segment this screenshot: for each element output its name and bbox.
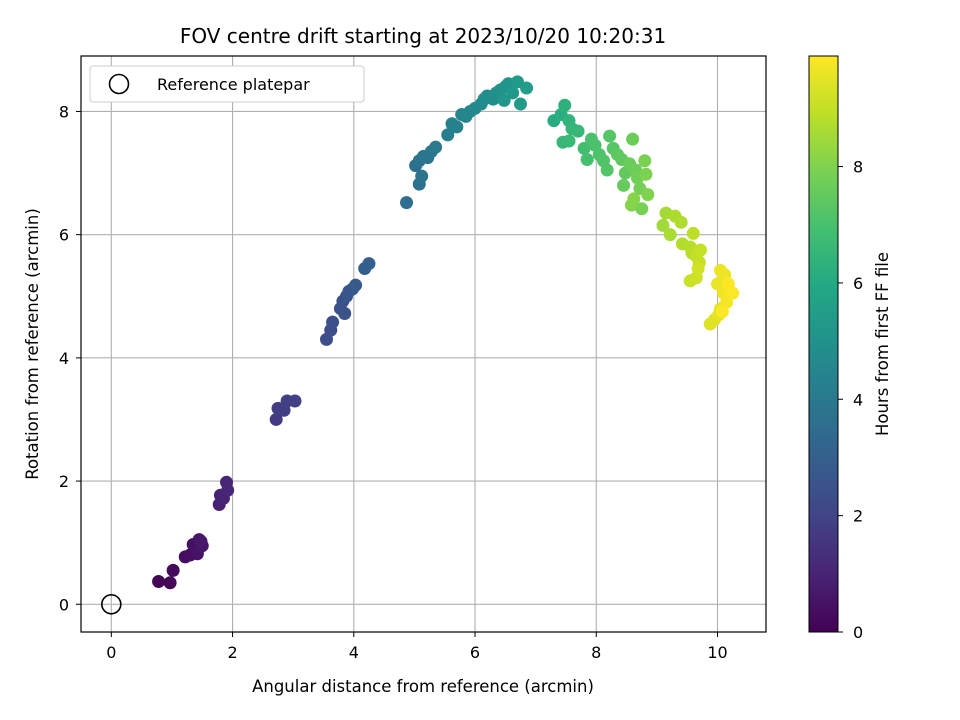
data-point (715, 305, 729, 319)
data-point (691, 262, 705, 276)
data-point (558, 98, 572, 112)
data-point (221, 483, 235, 497)
data-point (152, 574, 166, 588)
data-point (429, 140, 443, 154)
grid (81, 56, 766, 632)
x-tick-label: 4 (349, 643, 359, 662)
data-point (441, 128, 455, 142)
colorbar: 0 2 4 6 8 Hours from first FF file (808, 55, 892, 642)
data-point (506, 86, 520, 100)
data-point (571, 124, 585, 138)
data-point (349, 278, 363, 292)
data-point (194, 534, 208, 548)
x-tick-label: 0 (106, 643, 116, 662)
x-tick-label: 10 (707, 643, 727, 662)
data-point (497, 93, 511, 107)
x-tick-label: 6 (470, 643, 480, 662)
data-point (626, 132, 640, 146)
colorbar-tick-label: 8 (853, 158, 863, 177)
y-tick-label: 2 (59, 472, 69, 491)
data-point (450, 120, 464, 134)
data-point (721, 277, 735, 291)
legend: Reference platepar (89, 65, 365, 103)
data-point (577, 141, 591, 155)
y-tick-label: 6 (59, 226, 69, 245)
chart-title: FOV centre drift starting at 2023/10/20 … (180, 24, 666, 48)
y-tick-label: 4 (59, 349, 69, 368)
data-point (163, 576, 177, 590)
data-point (656, 218, 670, 232)
data-point (415, 169, 429, 183)
y-tick-label: 8 (59, 102, 69, 121)
data-point (627, 192, 641, 206)
y-tick-label: 0 (59, 595, 69, 614)
x-axis-ticks: 0 2 4 6 8 10 (106, 632, 728, 662)
data-point (520, 81, 534, 95)
colorbar-tick-label: 6 (853, 274, 863, 293)
data-point (600, 163, 614, 177)
data-point (694, 243, 708, 257)
data-point (269, 412, 283, 426)
x-tick-label: 8 (591, 643, 601, 662)
data-point (510, 75, 524, 89)
colorbar-tick-label: 4 (853, 390, 863, 409)
y-axis-ticks: 0 2 4 6 8 (59, 102, 81, 614)
colorbar-label: Hours from first FF file (873, 252, 892, 436)
data-point (580, 152, 594, 166)
data-point (513, 97, 527, 111)
data-point (663, 228, 677, 242)
data-point (400, 196, 414, 210)
y-axis-label: Rotation from reference (arcmin) (23, 208, 42, 480)
data-points (152, 75, 740, 590)
legend-marker (108, 73, 130, 95)
data-point (635, 202, 649, 216)
colorbar-tick-label: 2 (853, 507, 863, 526)
data-point (641, 188, 655, 202)
plot-frame (80, 55, 767, 633)
data-point (617, 178, 631, 192)
data-point (326, 315, 340, 329)
reference-platepar-marker (101, 593, 122, 615)
colorbar-ticks: 0 2 4 6 8 (838, 158, 863, 642)
data-point (562, 134, 576, 148)
data-point (639, 167, 653, 181)
data-point (638, 154, 652, 168)
x-axis-label: Angular distance from reference (arcmin) (252, 677, 594, 696)
data-point (603, 129, 617, 143)
data-point (674, 215, 688, 229)
legend-label: Reference platepar (157, 75, 310, 94)
data-point (686, 226, 700, 240)
data-point (338, 307, 352, 321)
data-point (288, 394, 302, 408)
data-point (362, 257, 376, 271)
data-point (711, 277, 725, 291)
colorbar-tick-label: 0 (853, 623, 863, 642)
x-tick-label: 2 (227, 643, 237, 662)
legend-box (89, 65, 365, 103)
colorbar-gradient (808, 55, 839, 633)
data-point (166, 563, 180, 577)
